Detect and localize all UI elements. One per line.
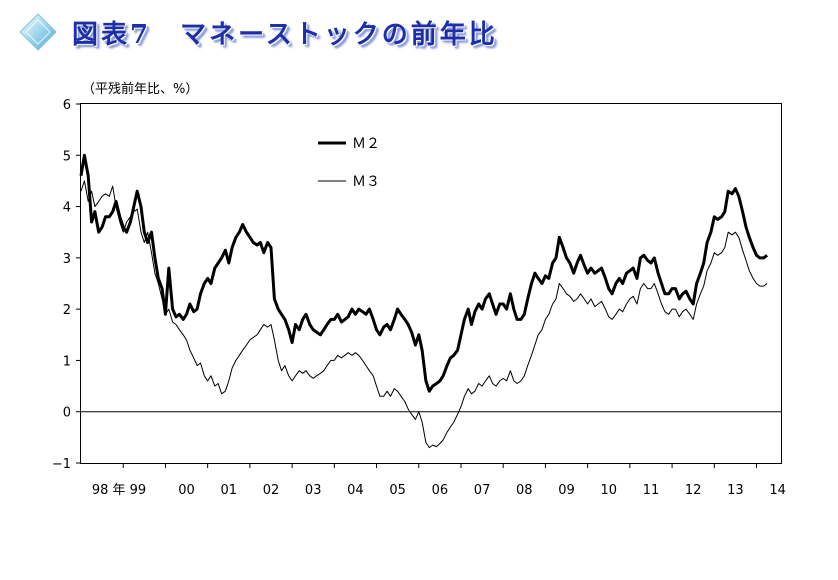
- y-tick-label: 0: [63, 406, 71, 421]
- x-tick-label: 98 年 99: [92, 483, 146, 498]
- legend: Ｍ２ Ｍ３: [318, 136, 380, 190]
- x-tick-label: 00: [178, 483, 195, 498]
- x-tick-label: 02: [263, 483, 280, 498]
- x-tick-label: 01: [220, 483, 237, 498]
- diamond-icon: [19, 13, 57, 51]
- y-tick-label: 2: [63, 303, 71, 318]
- page-title: 図表7 マネーストックの前年比: [72, 19, 498, 50]
- x-tick-label: 04: [347, 483, 364, 498]
- plot-area-frame: [80, 103, 782, 464]
- x-tick-label: 09: [558, 483, 575, 498]
- x-tick-label: 10: [600, 483, 617, 498]
- y-tick-label: 1: [63, 354, 71, 369]
- x-tick-label: 14: [769, 483, 786, 498]
- x-axis: 98 年 99 00 01 02 03 04 05 06 07 08 09 10 11 12 13 14: [92, 463, 786, 498]
- title-row: 図表7 マネーストックの前年比: [18, 10, 498, 54]
- y-axis: 6 5 4 3 2 1 0 −1: [52, 98, 81, 472]
- x-tick-label: 06: [432, 483, 449, 498]
- legend-label-m2: Ｍ２: [352, 136, 380, 152]
- x-tick-label: 03: [305, 483, 322, 498]
- x-tick-label: 08: [516, 483, 533, 498]
- x-tick-label: 07: [474, 483, 491, 498]
- legend-label-m3: Ｍ３: [352, 174, 380, 190]
- y-tick-label: −1: [52, 457, 71, 472]
- y-tick-label: 5: [63, 149, 71, 164]
- x-tick-label: 12: [685, 483, 702, 498]
- series-line-m2: [79, 153, 769, 393]
- y-tick-label: 6: [63, 98, 71, 113]
- x-tick-label: 05: [389, 483, 406, 498]
- y-tick-label: 4: [63, 201, 71, 216]
- series-line-m3: [80, 180, 768, 449]
- x-tick-label: 11: [643, 483, 660, 498]
- series-layer: [79, 153, 769, 449]
- chart-unit-label: （平残前年比、%）: [82, 81, 198, 97]
- x-tick-label: 13: [727, 483, 744, 498]
- y-tick-label: 3: [63, 252, 71, 267]
